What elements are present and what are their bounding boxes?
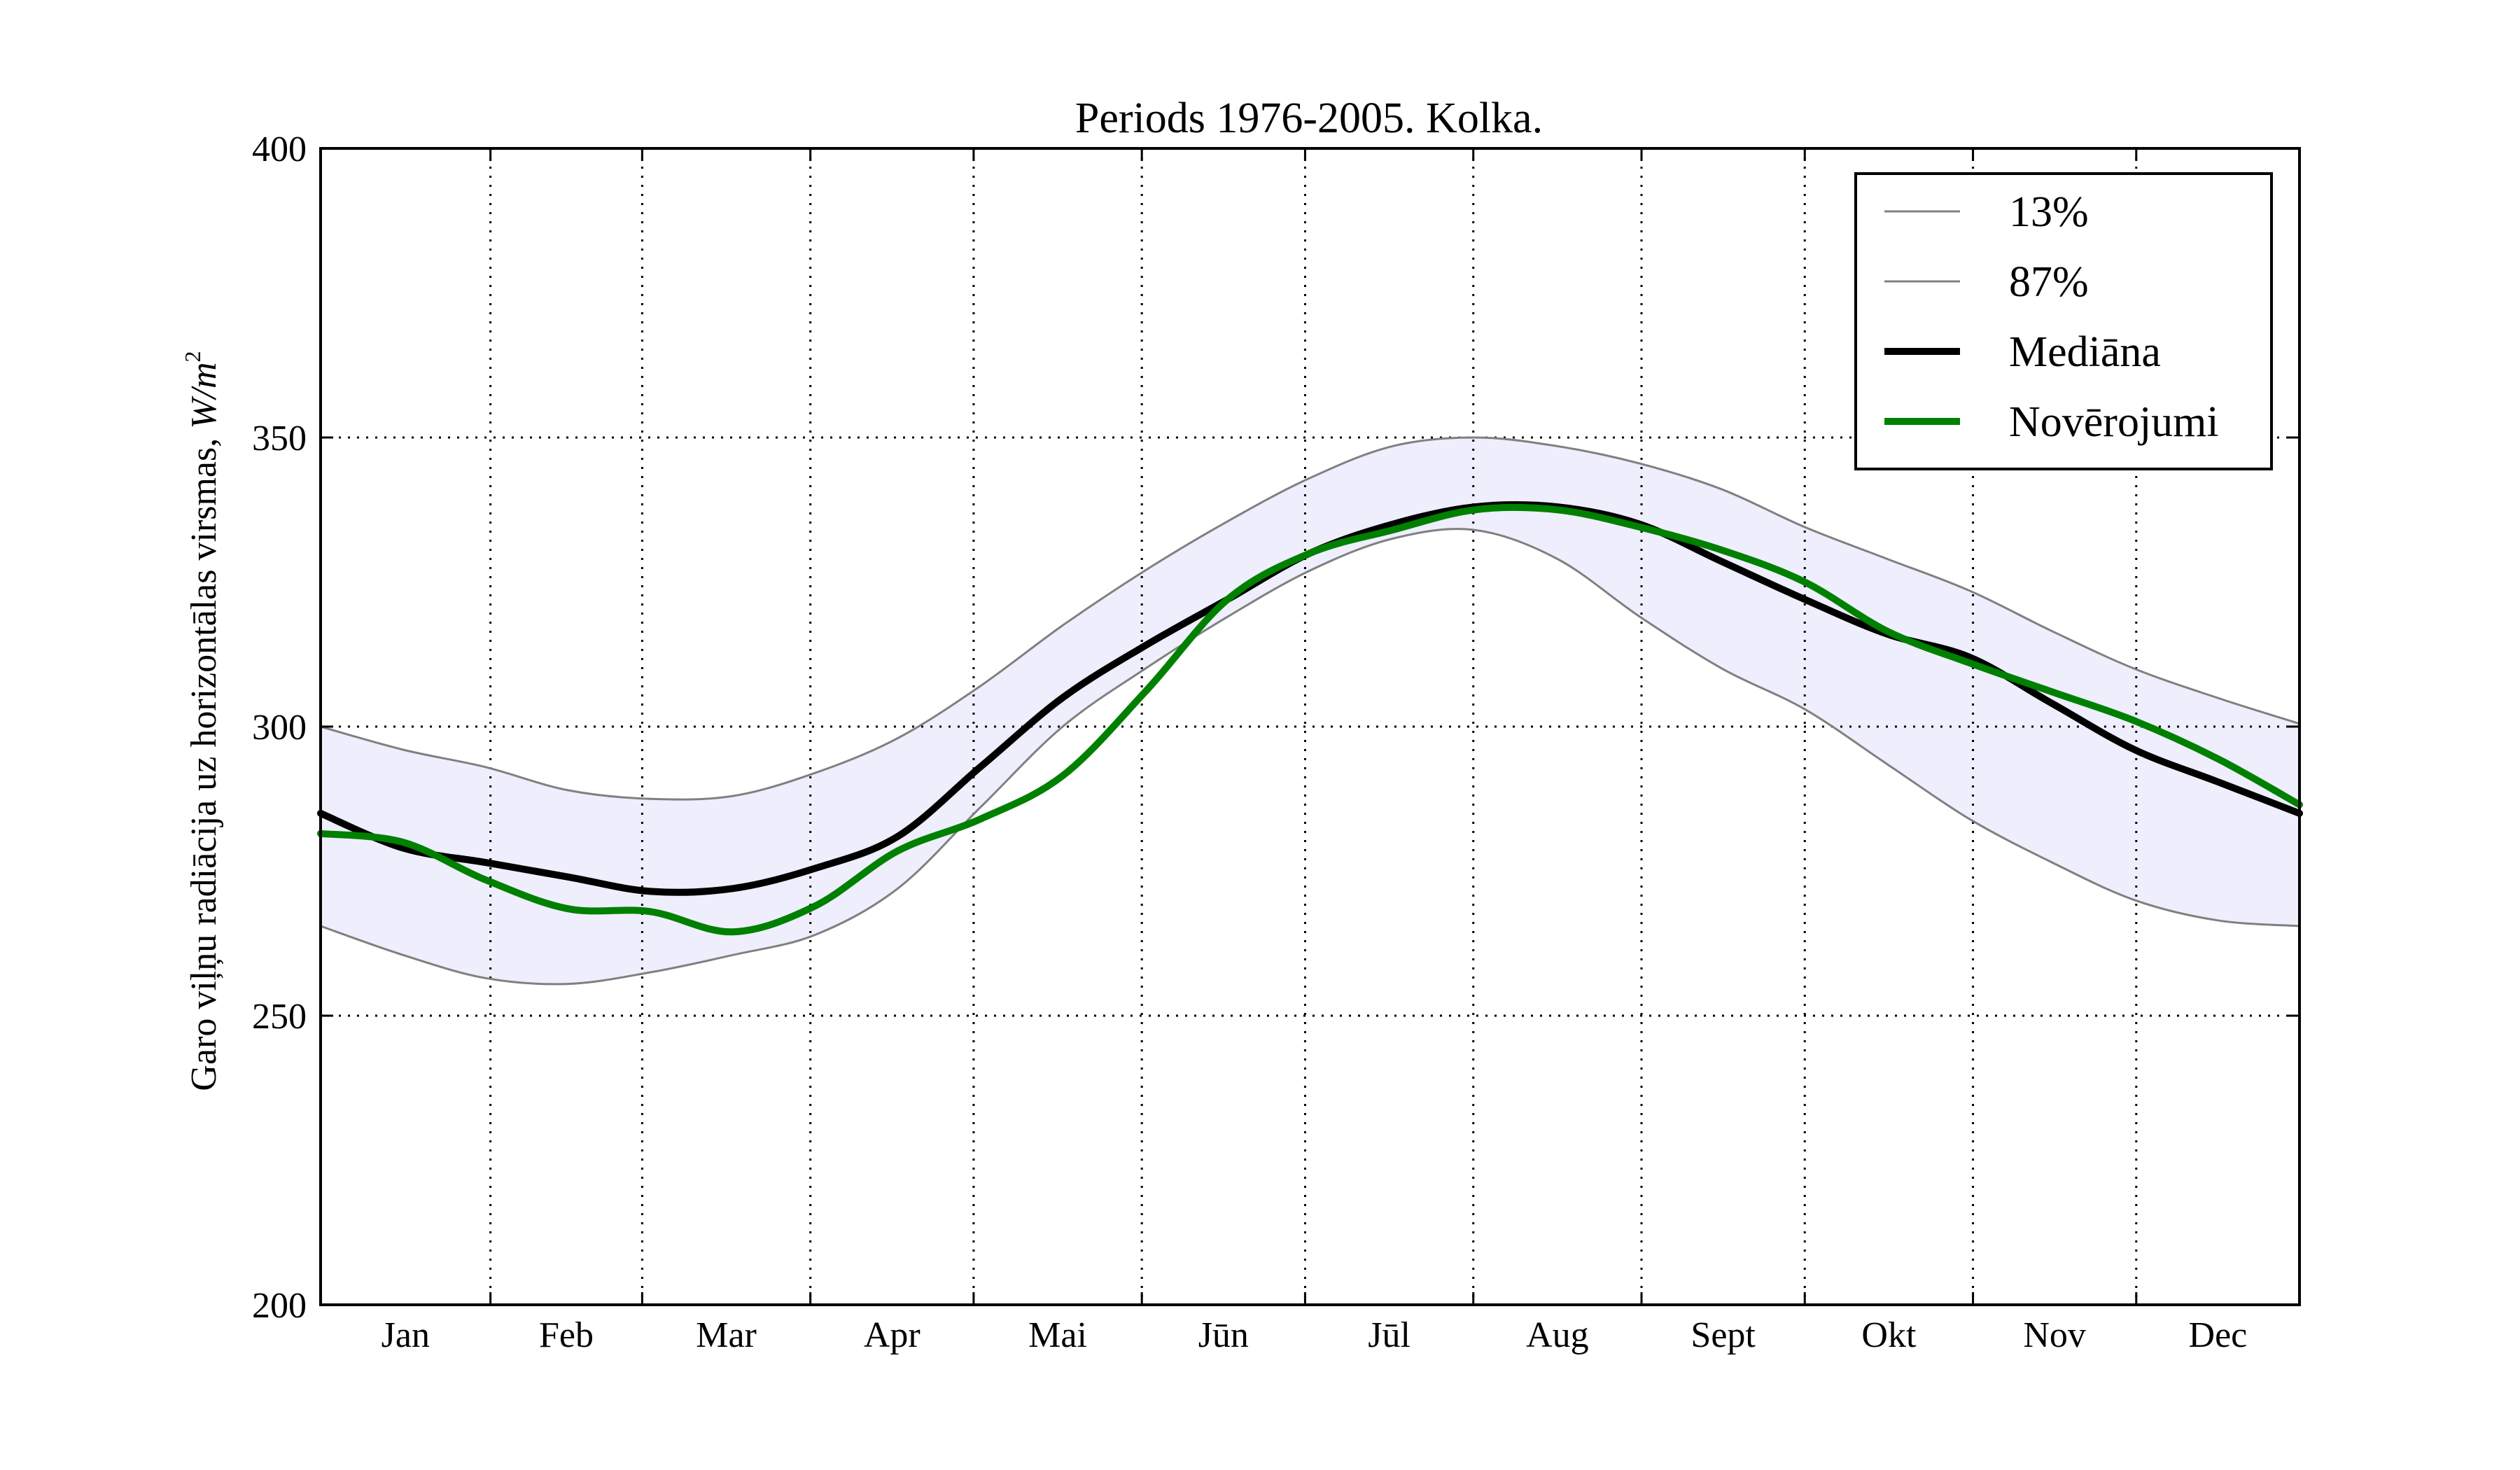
y-tick-label: 350 [252,419,307,458]
series-line-13 [319,528,2301,986]
series-line-87 [319,436,2301,801]
x-tick-label: Jūl [1368,1315,1410,1355]
x-tick-label: Nov [2023,1315,2086,1355]
series-layer [317,436,2303,986]
y-tick-label: 200 [252,1286,307,1326]
y-tick-label: 400 [252,130,307,169]
x-tick-label: Mai [1028,1315,1087,1355]
x-tick-label: Apr [864,1315,920,1355]
x-tick-label: Aug [1526,1315,1589,1355]
legend-label: Mediāna [2009,328,2161,376]
x-tick-label: Mar [696,1315,757,1355]
chart-title: Periods 1976-2005. Kolka. [1075,94,1543,142]
label-layer: 200 250 300 350 400 Jan Feb Mar Apr Mai Jūn Jūl Aug S… [252,130,2247,1355]
y-axis-label-exponent: 2 [180,351,205,362]
legend-label: 87% [2009,258,2089,306]
legend-label: 13% [2009,188,2089,236]
x-tick-label: Feb [539,1315,594,1355]
series-line-novrojumi [317,503,2303,936]
y-axis-label-text: Garo viļņu radiācija uz horizontālas vir… [184,429,224,1091]
legend: 13% 87% Mediāna Novērojumi [1854,172,2273,470]
y-tick-label: 300 [252,708,307,748]
x-tick-label: Jūn [1198,1315,1249,1355]
y-axis-label-unit: W/m [184,362,224,428]
x-tick-label: Sept [1690,1315,1756,1355]
legend-label: Novērojumi [2009,398,2219,446]
x-tick-label: Jan [382,1315,430,1355]
percentile-band-layer [321,438,2300,984]
tick-layer [321,147,2300,1306]
x-tick-label: Dec [2189,1315,2248,1355]
x-tick-label: Okt [1861,1315,1917,1355]
percentile-band [321,438,2300,984]
y-tick-label: 250 [252,997,307,1037]
y-axis-label: Garo viļņu radiācija uz horizontālas vir… [180,351,224,1091]
